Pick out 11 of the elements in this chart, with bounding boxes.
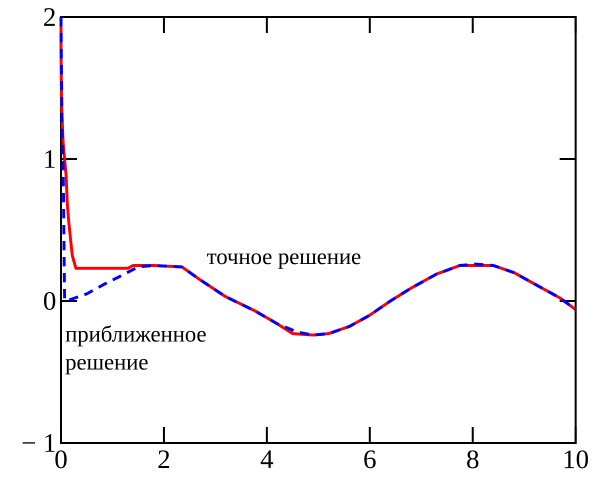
y-tick-label: − 1	[22, 434, 55, 452]
annotation: точное решение	[207, 253, 360, 269]
x-tick-label: 4	[260, 450, 274, 468]
x-tick-label: 6	[364, 450, 376, 468]
annotation: приближенное решение	[66, 325, 206, 374]
y-tick-label: 2	[44, 8, 55, 26]
x-tick-label: 2	[158, 450, 170, 468]
x-tick-label: 10	[564, 450, 588, 468]
x-tick-label: 8	[467, 450, 478, 468]
y-tick-label: 0	[44, 292, 56, 310]
y-tick-label: 1	[45, 150, 55, 168]
